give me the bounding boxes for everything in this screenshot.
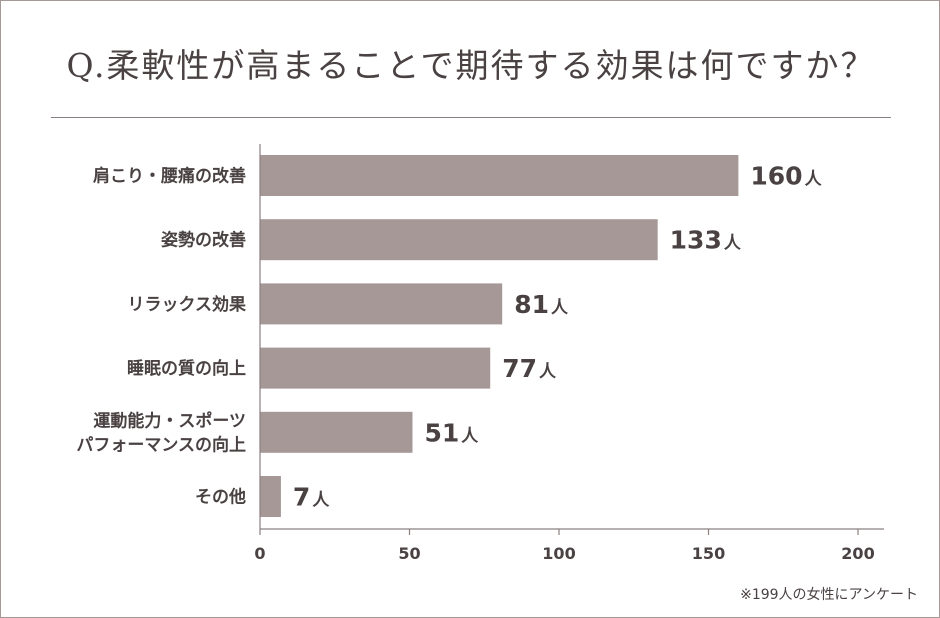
category-label: 姿勢の改善 — [161, 230, 246, 251]
category-label: リラックス効果 — [128, 294, 247, 315]
x-tick-label: 0 — [254, 544, 265, 563]
category-label: 肩こり・腰痛の改善 — [93, 166, 246, 187]
chart-title: Q.柔軟性が高まることで期待する効果は何ですか？ — [66, 46, 876, 85]
category-label: その他 — [195, 487, 246, 508]
value-label: 160 人 — [750, 162, 822, 191]
value-label: 133 人 — [670, 226, 742, 255]
bar — [260, 476, 281, 517]
category-label: 睡眠の質の向上 — [127, 358, 246, 379]
survey-note: ※199人の女性にアンケート — [740, 587, 918, 603]
bar — [260, 411, 413, 453]
bar — [260, 219, 658, 261]
title-divider — [51, 117, 891, 118]
bar — [260, 155, 739, 196]
x-tick-label: 50 — [398, 544, 420, 563]
value-label: 77 人 — [502, 354, 557, 383]
category-label: 運動能力・スポーツ — [93, 410, 246, 431]
value-label: 81 人 — [514, 290, 569, 319]
x-tick-label: 200 — [841, 544, 874, 563]
value-label: 51 人 — [424, 418, 479, 447]
x-tick-label: 150 — [692, 544, 725, 563]
x-tick-label: 100 — [542, 544, 575, 563]
bar — [260, 283, 503, 325]
category-label: パフォーマンスの向上 — [76, 434, 246, 455]
bar — [260, 347, 491, 389]
